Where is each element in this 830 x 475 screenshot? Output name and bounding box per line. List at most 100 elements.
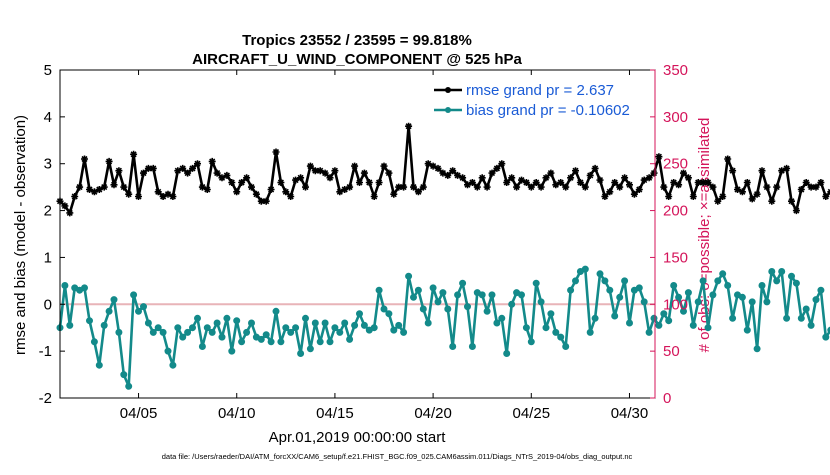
rmse-point-marker (537, 183, 545, 191)
bias-point (336, 328, 344, 336)
rmse-point-marker (257, 197, 265, 205)
rmse-point-marker (341, 186, 349, 193)
rmse-point (812, 183, 820, 191)
rmse-point-marker (807, 183, 815, 191)
rmse-point-marker (635, 186, 643, 193)
rmse-point (665, 193, 673, 200)
rmse-point (552, 181, 560, 189)
y-left-tick-label: -2 (39, 390, 52, 407)
rmse-point-marker (424, 160, 432, 168)
rmse-point (601, 193, 609, 200)
rmse-point-marker (645, 174, 653, 182)
rmse-point-marker (218, 174, 226, 182)
rmse-point (714, 197, 722, 205)
rmse-point (738, 188, 746, 196)
rmse-point (262, 197, 270, 205)
bias-point (81, 284, 88, 292)
rmse-point (478, 174, 486, 182)
rmse-point-marker (518, 176, 525, 184)
bias-point (449, 343, 457, 350)
rmse-point-marker (473, 183, 481, 191)
legend-box (428, 75, 646, 125)
bias-point (326, 338, 334, 346)
rmse-point-marker (287, 193, 295, 200)
rmse-point-marker (66, 209, 74, 217)
bias-point (650, 314, 658, 322)
rmse-point (596, 176, 604, 184)
rmse-point (380, 162, 388, 170)
rmse-point (783, 164, 791, 172)
rmse-point-marker (184, 169, 192, 177)
rmse-point (675, 181, 683, 189)
bias-point (724, 282, 732, 289)
bias-point (601, 277, 609, 285)
rmse-point (488, 169, 496, 177)
rmse-point-marker (174, 167, 182, 175)
rmse-point-marker (81, 155, 88, 163)
rmse-point (586, 171, 594, 179)
rmse-point (360, 169, 368, 177)
bias-point (287, 328, 295, 336)
rmse-point-marker (532, 179, 540, 186)
rmse-point-marker (61, 202, 69, 210)
rmse-point-marker (449, 167, 457, 175)
rmse-point (670, 179, 678, 186)
bias-point (562, 343, 570, 350)
bias-point (763, 298, 771, 306)
y-right-tick-label: 300 (663, 109, 688, 126)
bias-point (169, 361, 177, 369)
y-left-tick-label: -1 (39, 343, 52, 360)
rmse-point-marker (738, 188, 746, 196)
rmse-point-marker (252, 190, 260, 198)
rmse-point-marker (395, 183, 403, 191)
bias-point (547, 310, 555, 318)
bias-point (292, 324, 300, 332)
bias-point (419, 305, 427, 313)
rmse-point-marker (527, 183, 535, 191)
bias-point (827, 326, 830, 334)
bias-point (753, 345, 761, 353)
bias-point (385, 310, 393, 318)
rmse-point (508, 174, 516, 182)
rmse-point-marker (429, 162, 437, 170)
x-tick-label: 04/05 (120, 405, 158, 422)
rmse-point-marker (547, 169, 555, 177)
bias-point (149, 328, 157, 336)
rmse-point-marker (522, 179, 530, 186)
rmse-point-marker (140, 169, 147, 177)
rmse-point (336, 188, 344, 196)
bias-point (370, 324, 378, 332)
rmse-point (100, 183, 108, 191)
rmse-point-marker (483, 183, 491, 191)
bias-point (532, 279, 540, 287)
rmse-point (483, 183, 491, 191)
rmse-point-marker (680, 169, 687, 177)
rmse-point (316, 167, 324, 175)
bias-point (297, 350, 305, 357)
rmse-point (797, 186, 805, 193)
bias-point (729, 314, 737, 322)
rmse-point-marker (729, 167, 737, 175)
bias-point (704, 324, 712, 332)
y-left-tick-label: 1 (44, 249, 52, 266)
y-right-tick-label: 250 (663, 156, 688, 173)
rmse-point-marker (262, 197, 270, 205)
bias-point (567, 286, 575, 294)
rmse-point-marker (714, 197, 722, 205)
bias-point (464, 303, 471, 311)
rmse-point-marker (302, 183, 309, 191)
rmse-point-marker (71, 193, 79, 200)
rmse-point-marker (400, 183, 408, 191)
rmse-point-marker (159, 193, 167, 200)
bias-point (395, 321, 403, 329)
rmse-point (513, 183, 521, 191)
rmse-point (390, 190, 398, 198)
rmse-point-marker (105, 157, 113, 165)
rmse-point-marker (788, 197, 795, 205)
rmse-point-marker (464, 181, 471, 189)
bias-point (360, 321, 368, 329)
bias-point (694, 298, 702, 306)
bias-point (596, 270, 604, 278)
rmse-point-marker (778, 167, 786, 175)
rmse-point (233, 188, 241, 196)
